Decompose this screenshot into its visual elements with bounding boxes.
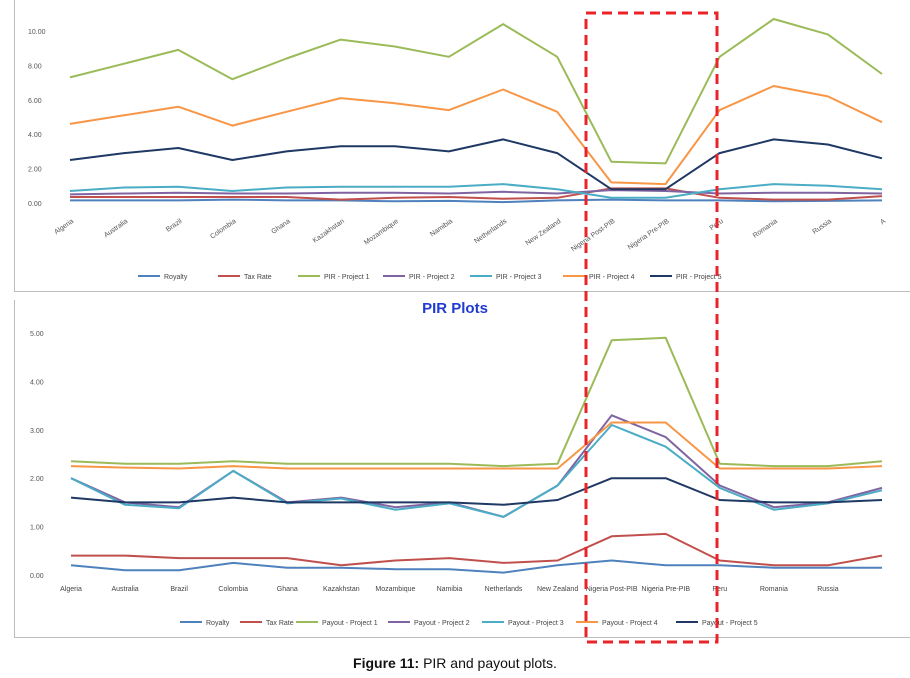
figure-caption: Figure 11: PIR and payout plots. — [0, 655, 910, 671]
caption-text: PIR and payout plots. — [419, 655, 557, 671]
x-tick-label: Russia — [811, 218, 833, 236]
series-line — [69, 18, 883, 165]
x-tick-label: Nigeria Post-PIB — [570, 218, 617, 254]
series-line — [70, 424, 883, 518]
x-tick-label: Algeria — [53, 218, 75, 236]
x-tick-label: Kazakhstan — [323, 586, 360, 593]
x-tick-label: Mozambique — [363, 218, 400, 247]
series-line — [70, 198, 883, 204]
series-line — [70, 559, 882, 574]
x-tick-label: Nigeria Pre-PIB — [641, 586, 690, 593]
series-line — [69, 138, 883, 191]
x-tick-label: Mozambique — [375, 586, 415, 593]
x-tick-label: Peru — [709, 218, 725, 232]
x-tick-label: New Zealand — [525, 218, 563, 247]
series-line — [70, 336, 883, 468]
x-tick-label: Australia — [103, 218, 129, 239]
x-tick-label: Colombia — [218, 586, 248, 593]
bottom-chart-frame — [14, 300, 910, 638]
legend-entry: Royalty — [206, 620, 230, 627]
x-tick-label: Brazil — [170, 586, 188, 593]
x-tick-label: Brazil — [165, 218, 184, 234]
legend-entry: Payout - Project 4 — [602, 620, 658, 627]
legend-entry: PIR - Project 5 — [676, 274, 722, 281]
legend-entry: PIR - Project 4 — [589, 274, 635, 281]
x-tick-label: Peru — [712, 586, 727, 593]
y-tick-label: 8.00 — [28, 63, 42, 70]
series-line — [70, 477, 883, 506]
legend-entry: Tax Rate — [266, 620, 294, 627]
legend-entry: Payout - Project 2 — [414, 620, 470, 627]
x-tick-label: Colombia — [209, 218, 237, 241]
legend-entry: Payout - Project 5 — [702, 620, 758, 627]
legend-entry: PIR - Project 2 — [409, 274, 455, 281]
chart-title: PIR Plots — [422, 300, 488, 317]
x-tick-label: Kazakhstan — [312, 218, 346, 245]
series-line — [70, 421, 883, 470]
x-tick-label: Ghana — [277, 586, 298, 593]
x-tick-label: Ghana — [270, 218, 291, 236]
x-tick-label: Algeria — [60, 586, 82, 593]
legend-entry: Payout - Project 3 — [508, 620, 564, 627]
y-tick-label: 4.00 — [28, 132, 42, 139]
caption-prefix: Figure 11: — [353, 655, 420, 671]
series-line — [69, 183, 883, 199]
top-chart-frame — [14, 0, 910, 292]
legend-entry: Tax Rate — [244, 274, 272, 281]
y-tick-label: 4.00 — [30, 379, 44, 386]
x-tick-label: Namibia — [437, 586, 463, 593]
y-tick-label: 2.00 — [28, 167, 42, 174]
legend-entry: Payout - Project 1 — [322, 620, 378, 627]
x-tick-label: Netherlands — [473, 218, 508, 246]
y-tick-label: 0.00 — [28, 201, 42, 208]
series-line — [69, 189, 883, 196]
y-tick-label: 10.00 — [28, 29, 46, 36]
series-line — [70, 187, 883, 201]
legend-entry: PIR - Project 3 — [496, 274, 542, 281]
y-tick-label: 0.00 — [30, 573, 44, 580]
x-tick-label: A — [879, 218, 887, 227]
x-tick-label: Namibia — [429, 218, 454, 239]
y-tick-label: 1.00 — [30, 525, 44, 532]
legend-entry: PIR - Project 1 — [324, 274, 370, 281]
y-tick-label: 6.00 — [28, 98, 42, 105]
y-tick-label: 3.00 — [30, 428, 44, 435]
x-tick-label: Romania — [760, 586, 788, 593]
x-tick-label: New Zealand — [537, 586, 578, 593]
x-tick-label: Romania — [752, 218, 779, 240]
y-tick-label: 2.00 — [30, 476, 44, 483]
legend-entry: Royalty — [164, 274, 188, 281]
x-tick-label: Russia — [817, 586, 839, 593]
payout-line-chart: 0.00 1.00 2.00 3.00 4.00 5.00 Algeria Australia… — [30, 331, 883, 627]
pir-line-chart: 0.00 2.00 4.00 6.00 8.00 10.00 Algeria Australi… — [28, 18, 887, 281]
series-line — [69, 85, 883, 186]
x-tick-label: Netherlands — [485, 586, 523, 593]
x-tick-label: Nigeria Pre-PIB — [627, 218, 671, 252]
x-tick-label: Australia — [111, 586, 138, 593]
x-tick-label: Nigeria Post-PIB — [586, 586, 638, 593]
y-tick-label: 5.00 — [30, 331, 44, 338]
series-line — [71, 532, 883, 567]
